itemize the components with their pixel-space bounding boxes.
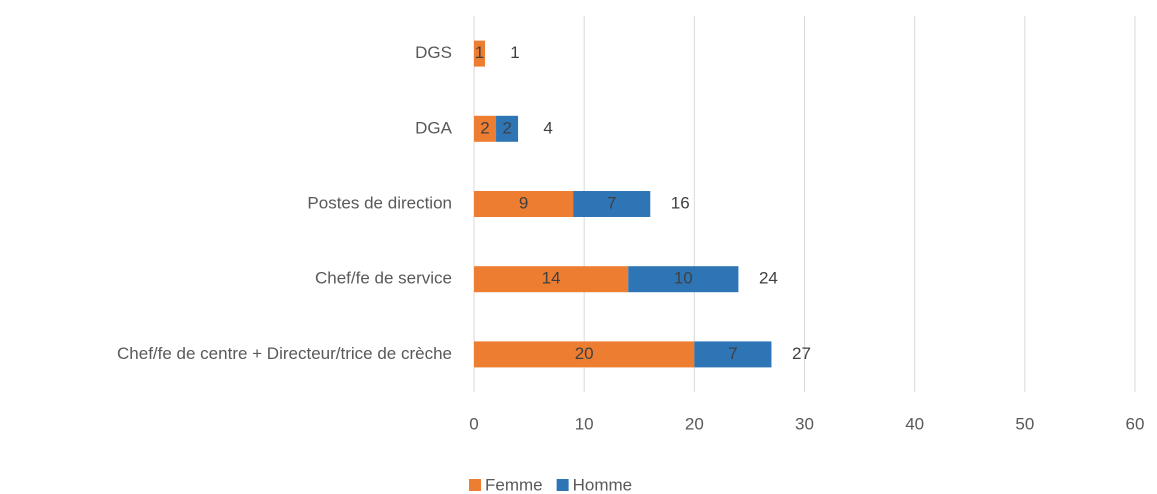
- data-label: 14: [542, 269, 561, 288]
- x-tick-label: 20: [685, 414, 704, 433]
- bar-segment: [474, 40, 486, 67]
- total-label: 24: [759, 269, 778, 288]
- total-label: 16: [671, 193, 690, 212]
- legend-label: Femme: [485, 475, 543, 494]
- total-label: 1: [510, 43, 519, 62]
- y-tick-label: Chef/fe de service: [315, 269, 452, 288]
- y-tick-label: DGA: [415, 118, 453, 137]
- y-tick-label: DGS: [415, 43, 452, 62]
- legend-label: Homme: [573, 475, 633, 494]
- bar-segment: [474, 191, 574, 217]
- data-label: 2: [480, 118, 489, 137]
- bar-segment: [573, 191, 651, 217]
- data-label: 20: [575, 344, 594, 363]
- bar-segment: [694, 341, 772, 368]
- x-tick-label: 60: [1126, 414, 1145, 433]
- x-tick-label: 0: [469, 414, 478, 433]
- y-tick-label: Chef/fe de centre + Directeur/trice de c…: [117, 344, 452, 363]
- legend-swatch: [556, 479, 569, 491]
- data-label: 10: [674, 269, 693, 288]
- bar-segment: [474, 341, 695, 368]
- legend-swatch: [469, 479, 481, 491]
- bar-segment: [474, 115, 497, 142]
- bar-segment: [496, 115, 519, 142]
- total-label: 27: [792, 344, 811, 363]
- bar-segment: [474, 266, 629, 293]
- data-label: 2: [502, 118, 511, 137]
- x-tick-label: 10: [575, 414, 594, 433]
- data-label: 1: [475, 43, 484, 62]
- x-tick-label: 50: [1015, 414, 1034, 433]
- x-tick-label: 30: [795, 414, 814, 433]
- bar-segment: [628, 266, 739, 293]
- data-label: 9: [519, 193, 528, 212]
- total-label: 4: [543, 118, 552, 137]
- data-label: 7: [607, 193, 616, 212]
- x-tick-label: 40: [905, 414, 924, 433]
- data-label: 7: [728, 344, 737, 363]
- y-tick-label: Postes de direction: [307, 193, 452, 212]
